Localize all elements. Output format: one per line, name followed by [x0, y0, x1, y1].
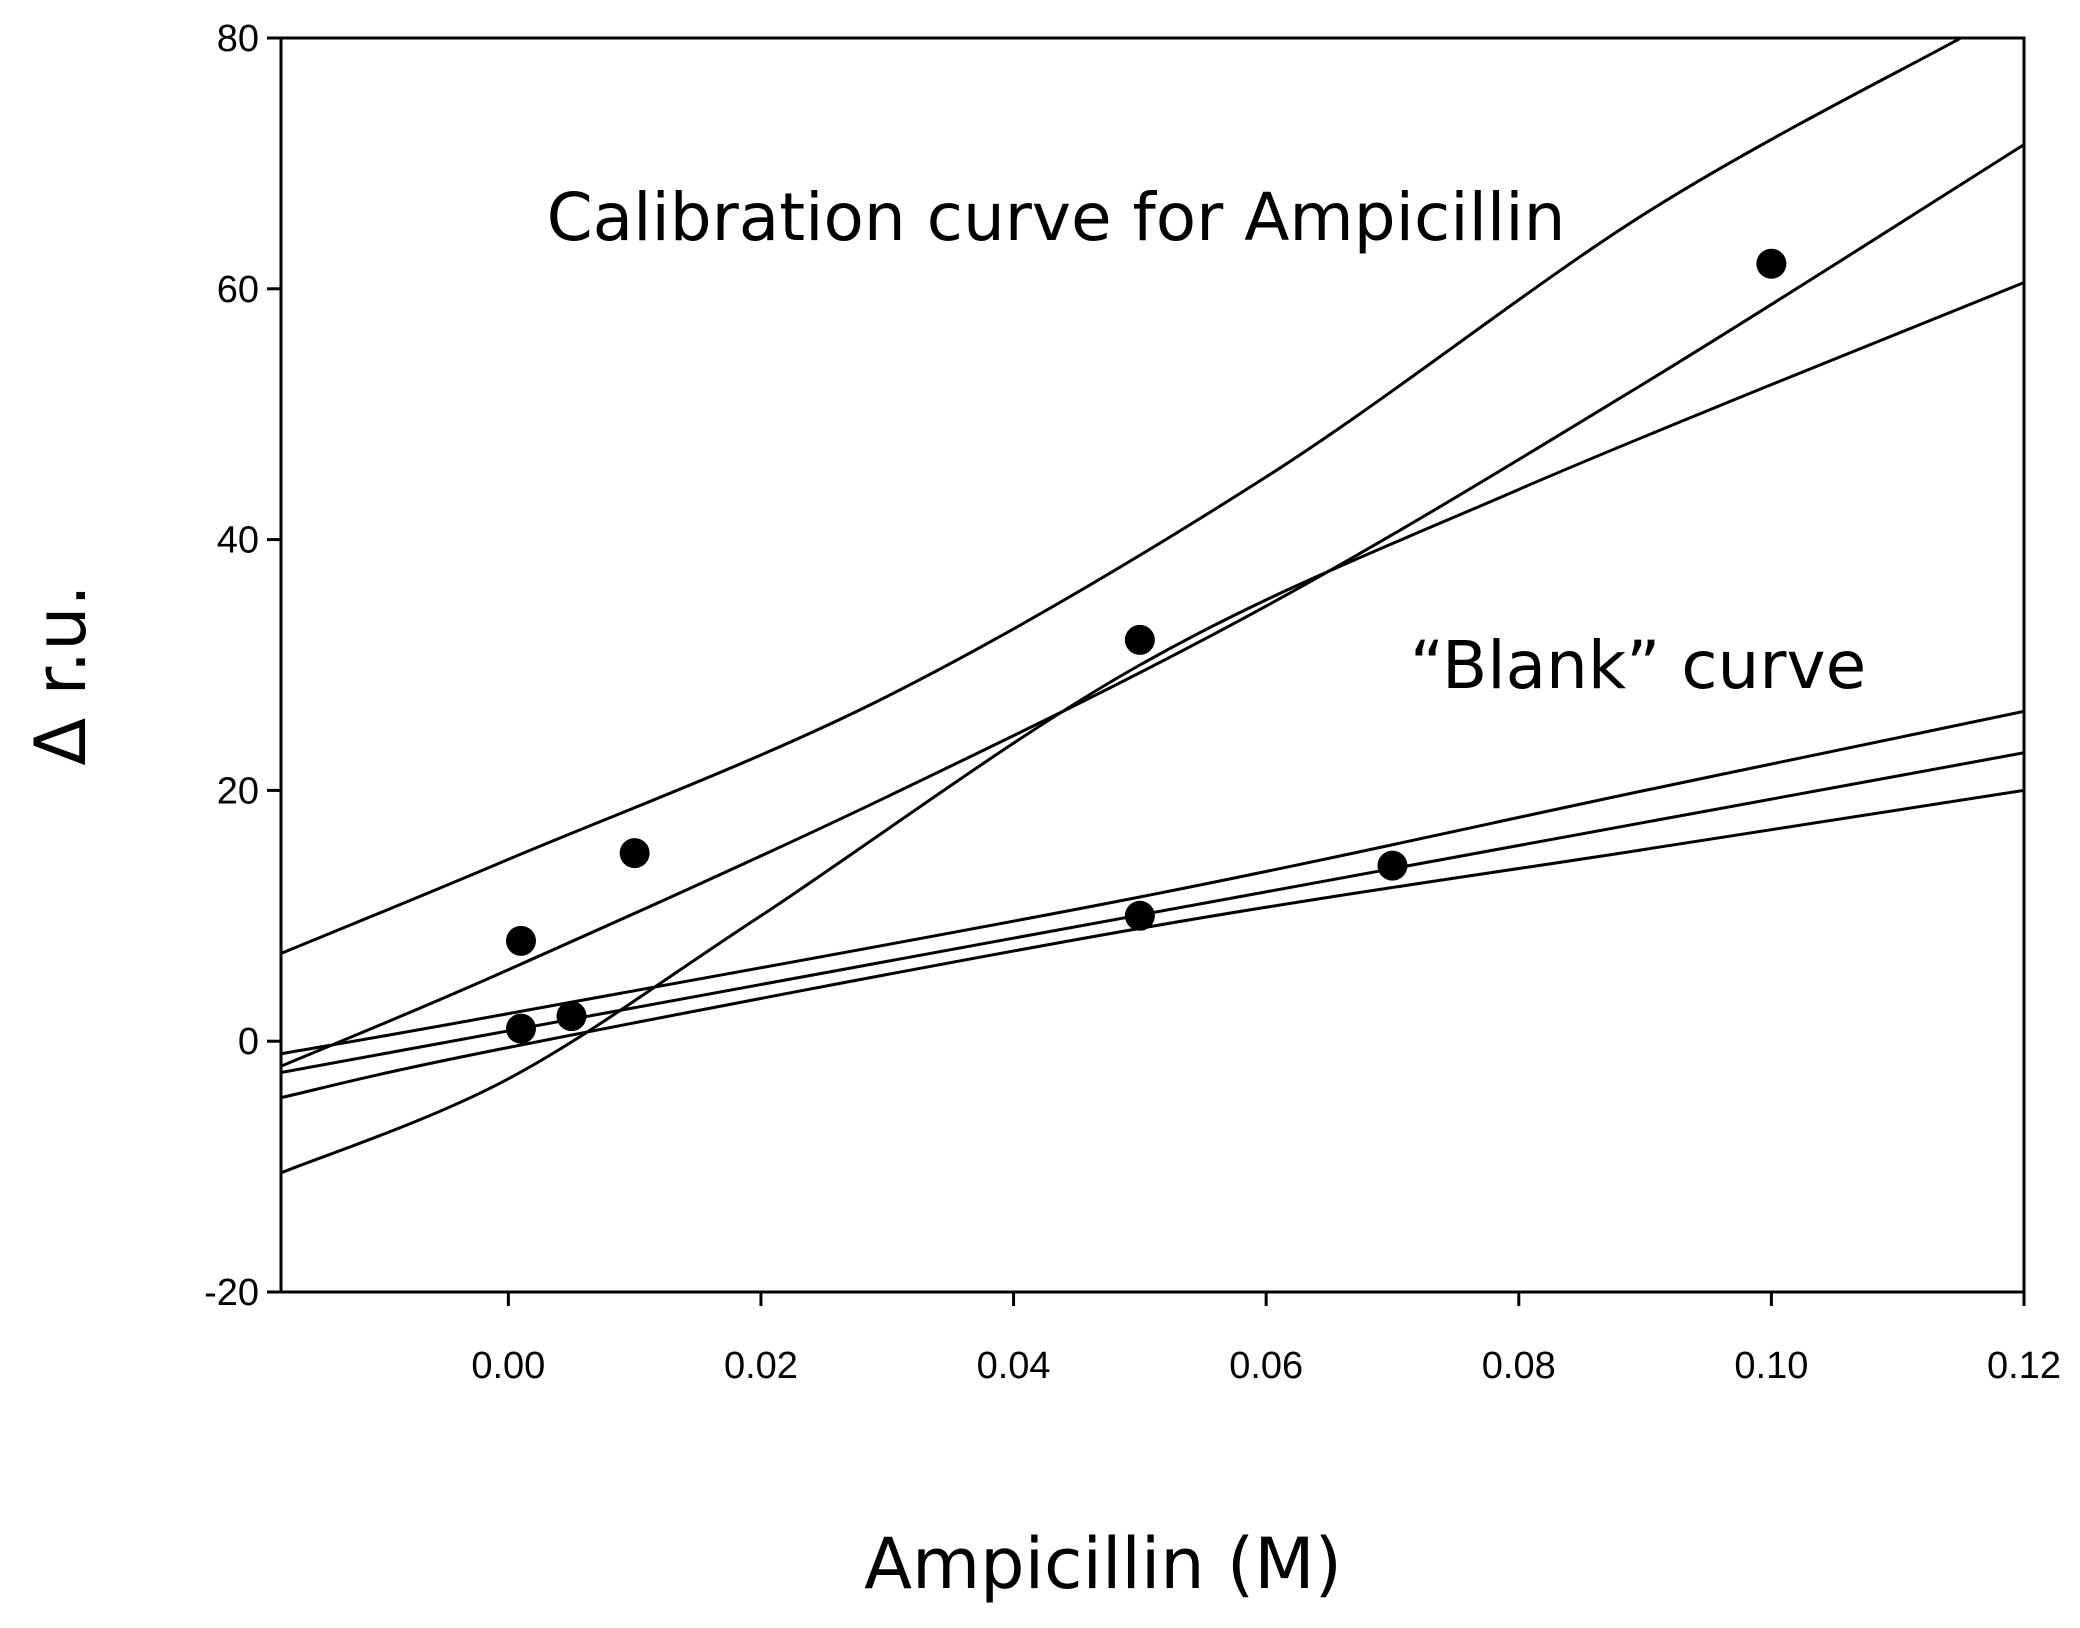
x-axis: 0.00 0.02 0.04 0.06 0.08 0.10 0.12	[471, 1292, 2061, 1387]
x-axis-title: Ampicillin (M)	[864, 1523, 1342, 1605]
series-0-upper-confidence-band	[281, 38, 1962, 955]
series-0-data-point	[1124, 624, 1155, 655]
series-1-data-point	[1124, 900, 1155, 931]
series-0-data-point	[1756, 248, 1787, 279]
plot-frame	[279, 36, 2026, 1294]
series-1-upper-confidence-band	[281, 709, 2024, 1056]
points-layer	[505, 248, 1787, 1044]
series-0-data-point	[619, 838, 650, 869]
x-tick-label: 0.00	[471, 1345, 545, 1387]
x-tick-label: 0.08	[1482, 1345, 1556, 1387]
x-tick-label: 0.10	[1734, 1345, 1808, 1387]
x-tick-label: 0.12	[1987, 1345, 2061, 1387]
x-tick-label: 0.06	[1229, 1345, 1303, 1387]
y-tick-label: 0	[238, 1021, 259, 1063]
series-1-data-point	[505, 1013, 536, 1044]
x-tick-label: 0.02	[724, 1345, 798, 1387]
annotation-blank: “Blank” curve	[1410, 627, 1866, 704]
annotation-calibration: Calibration curve for Ampicillin	[547, 179, 1566, 256]
y-tick-label: 40	[217, 520, 259, 562]
y-axis-title: Δ r.u.	[20, 584, 102, 765]
series-0-data-point	[505, 925, 536, 956]
y-axis: -20 0 20 40 60 80	[204, 18, 281, 1314]
y-tick-label: 60	[217, 269, 259, 311]
y-tick-label: -20	[204, 1272, 259, 1314]
x-tick-label: 0.04	[977, 1345, 1051, 1387]
series-1-lower-confidence-band	[281, 788, 2024, 1100]
series-1-data-point	[556, 1001, 587, 1032]
series-0-fit-line	[281, 143, 2024, 1068]
y-tick-label: 80	[217, 18, 259, 60]
series-0-lower-confidence-band	[281, 281, 2024, 1175]
series-1-data-point	[1377, 850, 1408, 881]
y-tick-label: 20	[217, 770, 259, 812]
